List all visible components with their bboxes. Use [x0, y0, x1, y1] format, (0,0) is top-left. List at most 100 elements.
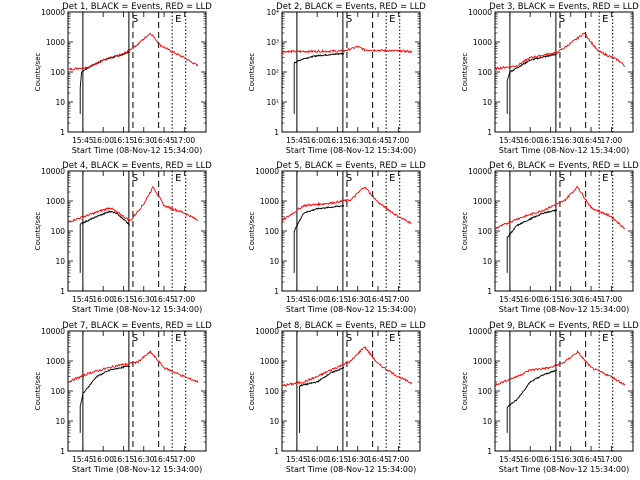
lld-series-line [494, 349, 626, 387]
start-marker-label: S [559, 333, 565, 344]
y-axis-label: Counts/sec [248, 53, 256, 92]
x-axis-label: Start Time (08-Nov-12 15:34:00) [286, 146, 416, 155]
events-series-line [506, 209, 558, 273]
events-series-line [79, 210, 130, 273]
lld-series-line [494, 185, 625, 230]
chart-title: Det 3, BLACK = Events, RED = LLD [489, 2, 639, 12]
x-tick-label: 16:00 [519, 455, 541, 464]
x-tick-label: 15:45 [499, 455, 521, 464]
chart-panel-6: Det 6, BLACK = Events, RED = LLD 1 10 100 10… [461, 161, 639, 314]
y-tick-label: 10 [482, 257, 492, 266]
chart-title: Det 7, BLACK = Events, RED = LLD [62, 321, 212, 331]
x-tick-label: 16:30 [560, 455, 582, 464]
start-marker-label: S [346, 14, 352, 25]
lld-series-line [67, 186, 199, 223]
x-tick-label: 15:45 [72, 295, 94, 304]
lld-series-line [67, 350, 199, 383]
y-tick-label: 100 [478, 227, 493, 236]
start-marker-label: S [132, 333, 138, 344]
y-tick-label: 10000 [41, 327, 65, 336]
x-axis-label: Start Time (08-Nov-12 15:34:00) [72, 305, 202, 314]
events-series-line [299, 366, 345, 433]
x-axis-label: Start Time (08-Nov-12 15:34:00) [72, 465, 202, 474]
x-tick-label: 16:45 [367, 136, 389, 145]
chart-panel-7: Det 7, BLACK = Events, RED = LLD 1 10 100 10… [34, 321, 212, 474]
x-tick-label: 16:15 [540, 455, 562, 464]
start-marker-label: S [559, 173, 565, 184]
x-tick-label: 17:00 [174, 295, 196, 304]
chart-panel-9: Det 9, BLACK = Events, RED = LLD 1 10 100 10… [461, 321, 639, 474]
x-tick-label: 16:15 [113, 455, 135, 464]
start-marker-label: S [346, 173, 352, 184]
x-axis-label: Start Time (08-Nov-12 15:34:00) [499, 465, 629, 474]
y-tick-label: 100 [51, 387, 66, 396]
chart-panel-2: Det 2, BLACK = Events, RED = LLD 1 10¹ 10² 1… [248, 2, 426, 155]
y-tick-label: 1 [60, 287, 65, 296]
x-tick-label: 17:00 [601, 455, 623, 464]
y-tick-label: 10000 [468, 327, 492, 336]
x-tick-label: 16:45 [153, 136, 175, 145]
start-marker-label: S [559, 14, 565, 25]
y-tick-label: 100 [478, 68, 493, 77]
x-tick-label: 16:15 [540, 136, 562, 145]
x-tick-label: 16:45 [580, 295, 602, 304]
chart-panel-5: Det 5, BLACK = Events, RED = LLD 1 10 100 10… [248, 161, 426, 314]
x-tick-label: 16:30 [347, 295, 369, 304]
y-tick-label: 1000 [46, 357, 65, 366]
events-series-line [293, 52, 345, 114]
events-series-line [79, 51, 131, 114]
x-tick-label: 16:00 [306, 295, 328, 304]
lld-series-line [281, 45, 413, 54]
end-marker-label: E [602, 333, 608, 344]
x-axis-label: Start Time (08-Nov-12 15:34:00) [499, 305, 629, 314]
x-tick-label: 16:30 [347, 455, 369, 464]
x-tick-label: 16:45 [367, 455, 389, 464]
y-tick-label: 100 [265, 227, 280, 236]
y-axis-label: Counts/sec [461, 212, 469, 251]
y-tick-label: 10¹ [266, 98, 279, 107]
x-tick-label: 15:45 [286, 295, 308, 304]
end-marker-label: E [389, 333, 395, 344]
y-tick-label: 1 [487, 447, 492, 456]
x-tick-label: 16:00 [92, 136, 114, 145]
x-tick-label: 16:45 [580, 136, 602, 145]
x-tick-label: 16:45 [153, 455, 175, 464]
y-tick-label: 10 [482, 417, 492, 426]
y-axis-label: Counts/sec [461, 372, 469, 411]
x-axis-label: Start Time (08-Nov-12 15:34:00) [499, 146, 629, 155]
y-axis-label: Counts/sec [248, 372, 256, 411]
x-tick-label: 16:30 [560, 295, 582, 304]
x-tick-label: 16:00 [92, 295, 114, 304]
chart-panel-1: Det 1, BLACK = Events, RED = LLD 1 10 100 10… [34, 2, 212, 155]
x-tick-label: 16:00 [306, 136, 328, 145]
end-marker-label: E [389, 173, 395, 184]
x-tick-label: 16:15 [113, 136, 135, 145]
y-axis-label: Counts/sec [34, 53, 42, 92]
x-tick-label: 16:45 [580, 455, 602, 464]
y-tick-label: 10 [55, 98, 65, 107]
events-series-line [506, 369, 558, 433]
y-tick-label: 10 [55, 257, 65, 266]
chart-title: Det 6, BLACK = Events, RED = LLD [489, 161, 639, 171]
y-tick-label: 10 [482, 98, 492, 107]
end-marker-label: E [175, 173, 181, 184]
y-tick-label: 10² [266, 68, 279, 77]
chart-title: Det 2, BLACK = Events, RED = LLD [276, 2, 426, 12]
y-tick-label: 10000 [41, 8, 65, 17]
events-series-line [293, 204, 345, 273]
x-tick-label: 16:00 [306, 455, 328, 464]
chart-title: Det 1, BLACK = Events, RED = LLD [62, 2, 212, 12]
y-tick-label: 1 [60, 128, 65, 137]
y-tick-label: 10000 [41, 167, 65, 176]
x-tick-label: 17:00 [388, 295, 410, 304]
end-marker-label: E [175, 333, 181, 344]
y-tick-label: 10000 [468, 167, 492, 176]
y-tick-label: 1000 [260, 197, 279, 206]
x-tick-label: 15:45 [72, 136, 94, 145]
end-marker-label: E [389, 14, 395, 25]
chart-panel-3: Det 3, BLACK = Events, RED = LLD 1 10 100 10… [461, 2, 639, 155]
chart-title: Det 4, BLACK = Events, RED = LLD [62, 161, 212, 171]
start-marker-label: S [346, 333, 352, 344]
y-tick-label: 1 [274, 287, 279, 296]
